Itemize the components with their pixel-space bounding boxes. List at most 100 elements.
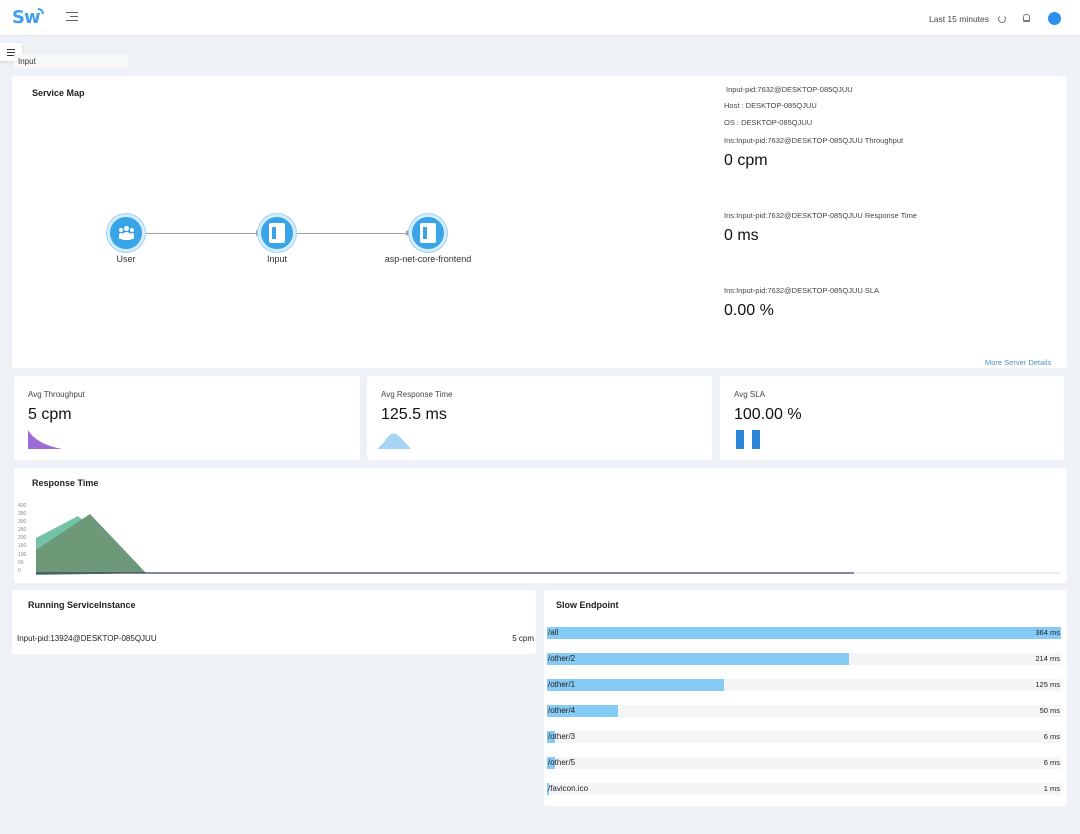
endpoint-bar	[547, 731, 555, 743]
endpoint-row[interactable]: /other/3 6 ms	[547, 731, 1061, 743]
avg-throughput-value: 5 cpm	[28, 406, 72, 423]
node-frontend[interactable]	[409, 214, 447, 252]
edge-user-input	[146, 233, 260, 234]
slow-endpoint-title: Slow Endpoint	[556, 600, 619, 610]
throughput-sparkline-area	[28, 430, 62, 449]
p95-area	[36, 514, 146, 575]
endpoint-bar	[547, 653, 849, 665]
y-tick: 250	[18, 527, 27, 534]
response-time-value: 0 ms	[724, 227, 759, 244]
avg-sla-card: Avg SLA 100.00 %	[720, 376, 1064, 460]
sla-label: Ins:Input-pid:7632@DESKTOP-085QJUU SLA	[724, 286, 880, 295]
response-sparkline-area	[377, 433, 411, 449]
response-time-card: Response Time 400 350 300 250 200 150 10…	[14, 468, 1067, 583]
endpoint-name: /other/1	[548, 680, 576, 689]
avg-response-time-value: 125.5 ms	[381, 406, 447, 423]
endpoint-bar	[547, 705, 618, 717]
endpoint-bar	[547, 679, 724, 691]
more-server-details-link[interactable]: More Server Details	[985, 358, 1052, 367]
endpoint-name: /other/3	[548, 732, 576, 741]
server-icon	[269, 223, 285, 243]
node-label-frontend: asp-net-core-frontend	[384, 254, 472, 264]
avg-throughput-sparkline	[28, 430, 62, 449]
edge-input-frontend	[296, 233, 410, 234]
endpoint-name: /other/4	[548, 706, 576, 715]
avg-response-time-label: Avg Response Time	[381, 390, 453, 399]
node-user[interactable]	[107, 214, 145, 252]
endpoint-track	[547, 731, 1061, 743]
sla-bar-2	[752, 430, 760, 449]
service-map-title: Service Map	[32, 88, 85, 98]
endpoint-name: /other/2	[548, 654, 576, 663]
y-tick: 200	[18, 535, 27, 542]
y-tick: 0	[18, 567, 21, 574]
instance-row-value: 5 cpm	[512, 634, 534, 643]
endpoint-time: 50 ms	[1039, 706, 1060, 715]
menu-toggle-icon[interactable]	[66, 12, 78, 22]
endpoint-time: 125 ms	[1035, 680, 1060, 689]
node-label-user: User	[116, 254, 136, 264]
bell-icon[interactable]	[1023, 14, 1030, 22]
avg-sla-label: Avg SLA	[734, 390, 765, 399]
avg-sla-value: 100.00 %	[734, 406, 802, 423]
avg-throughput-card: Avg Throughput 5 cpm	[14, 376, 360, 460]
breadcrumb-box	[14, 54, 128, 68]
service-map-card: Service Map User Input asp-net-core-fron…	[12, 76, 1067, 368]
endpoint-bar	[547, 783, 549, 795]
endpoint-name: /other/5	[548, 758, 576, 767]
slow-endpoint-card: Slow Endpoint /all 364 ms /other/2 214 m…	[544, 590, 1067, 806]
endpoint-name: /all	[548, 628, 559, 637]
instance-row-name[interactable]: Input-pid:13924@DESKTOP-085QJUU	[17, 634, 157, 643]
y-tick: 300	[18, 519, 27, 526]
endpoint-time: 6 ms	[1043, 732, 1060, 741]
endpoint-row[interactable]: /other/1 125 ms	[547, 679, 1061, 691]
user-avatar[interactable]	[1048, 12, 1061, 25]
avg-throughput-label: Avg Throughput	[28, 390, 85, 399]
logo-swoosh-icon	[38, 8, 44, 14]
time-range-picker[interactable]: Last 15 minutes	[929, 14, 990, 24]
sla-bar-1	[736, 430, 744, 449]
instance-host: Host : DESKTOP-085QJUU	[724, 101, 817, 110]
endpoint-time: 1 ms	[1043, 784, 1060, 793]
response-time-label: Ins:Input-pid:7632@DESKTOP-085QJUU Respo…	[724, 211, 917, 220]
y-tick: 150	[18, 543, 27, 550]
y-axis-ticks: 400 350 300 250 200 150 100 50 0	[18, 502, 32, 575]
refresh-icon[interactable]	[998, 15, 1006, 23]
y-tick: 50	[18, 559, 24, 566]
y-tick: 400	[18, 503, 27, 509]
y-tick: 100	[18, 551, 27, 558]
sla-value: 0.00 %	[724, 302, 774, 319]
avg-response-time-card: Avg Response Time 125.5 ms	[367, 376, 712, 460]
endpoint-bar	[547, 757, 555, 769]
throughput-value: 0 cpm	[724, 152, 768, 169]
breadcrumb[interactable]: Input	[18, 57, 36, 66]
response-time-title: Response Time	[32, 478, 99, 488]
endpoint-time: 214 ms	[1035, 654, 1060, 663]
throughput-label: Ins:Input-pid:7632@DESKTOP-085QJUU Throu…	[724, 136, 904, 145]
endpoint-row[interactable]: /other/2 214 ms	[547, 653, 1061, 665]
users-icon	[119, 226, 134, 240]
endpoint-row[interactable]: /all 364 ms	[547, 627, 1061, 639]
server-icon	[420, 223, 436, 243]
node-input[interactable]	[258, 214, 296, 252]
instance-name: Input-pid:7632@DESKTOP-085QJUU	[726, 85, 853, 94]
endpoint-time: 6 ms	[1043, 758, 1060, 767]
app-logo[interactable]: Sw	[12, 7, 41, 28]
endpoint-row[interactable]: /other/5 6 ms	[547, 757, 1061, 769]
node-label-input: Input	[266, 254, 288, 264]
y-tick: 350	[18, 511, 27, 518]
endpoint-row[interactable]: /other/4 50 ms	[547, 705, 1061, 717]
slow-endpoint-list: /all 364 ms /other/2 214 ms /other/1 125…	[547, 627, 1061, 802]
endpoint-track	[547, 705, 1061, 717]
endpoint-track	[547, 783, 1061, 795]
endpoint-track	[547, 757, 1061, 769]
endpoint-bar	[547, 627, 1061, 639]
running-instance-title: Running ServiceInstance	[28, 600, 136, 610]
response-time-chart	[36, 514, 1060, 575]
endpoint-name: /favicon.ico	[548, 784, 589, 793]
top-bar: Sw Last 15 minutes	[0, 0, 1080, 36]
endpoint-row[interactable]: /favicon.ico 1 ms	[547, 783, 1061, 795]
endpoint-time: 364 ms	[1035, 628, 1060, 637]
running-instance-card: Running ServiceInstance Input-pid:13924@…	[12, 590, 536, 654]
avg-response-time-sparkline	[377, 433, 411, 449]
